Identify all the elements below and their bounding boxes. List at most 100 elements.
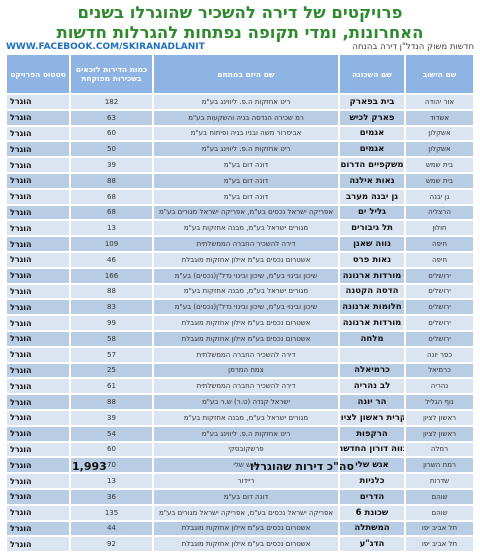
cell-city: בית שמש bbox=[405, 172, 474, 189]
cell-status: הוגרל bbox=[6, 267, 70, 284]
cell-status: הוגרל bbox=[6, 315, 70, 331]
cell-developer: פרשקובסקי bbox=[153, 441, 339, 458]
cell-city: חיפה bbox=[405, 251, 474, 268]
cell-status: הוגרל bbox=[6, 504, 70, 521]
table-row: אשדוד פארק לכיש רמ שכירה הנדסה בניה והשקעו… bbox=[6, 109, 474, 126]
cell-units: 99 bbox=[70, 315, 153, 331]
cell-developer: צמח המרמן bbox=[153, 362, 339, 379]
facebook-link[interactable]: WWW.FACEBOOK.COM/SKIRANADLANIT bbox=[6, 42, 205, 52]
cell-units: 83 bbox=[70, 299, 153, 316]
cell-status: הוגרל bbox=[6, 473, 70, 489]
cell-neighborhood: נאות אילנה bbox=[339, 172, 405, 189]
total-label: סה"כ דירות שהוגרלו bbox=[250, 460, 354, 473]
header-developer: שם היזם במתחם bbox=[153, 54, 339, 94]
cell-units: 57 bbox=[70, 346, 153, 363]
header-city: שם הישוב bbox=[405, 54, 474, 94]
header-neighborhood: שם השכונה bbox=[339, 54, 405, 94]
cell-neighborhood: המשתלה bbox=[339, 520, 405, 537]
table-row: גן יבנה גן יבנה מערב דונה דום בע"מ 68 הוגרל bbox=[6, 188, 474, 205]
table-row: שוהם שכונת 6 אפריקה ישראל נכסים בע"מ, אפרי… bbox=[6, 504, 474, 521]
cell-city: חיפה bbox=[405, 236, 474, 252]
page-title: פרויקטים של דירה להשכיר שהוגרלו בשנים bbox=[77, 3, 403, 22]
cell-city: ירושלים bbox=[405, 330, 474, 347]
table-row: ירושלים מורדות ארנונה אשטרום נכסים בע"מ אי… bbox=[6, 315, 474, 331]
cell-city: שדרות bbox=[405, 473, 474, 489]
cell-developer: דונה דום בע"מ bbox=[153, 188, 339, 205]
cell-units: 70 bbox=[70, 457, 153, 474]
cell-city: בית שמש bbox=[405, 157, 474, 173]
cell-status: הוגרל bbox=[6, 283, 70, 300]
table-row: אשקלון אגמים ריט אחזקות ה.פ. ליווינג בע"מ 5… bbox=[6, 141, 474, 158]
cell-status: הוגרל bbox=[6, 204, 70, 221]
cell-neighborhood: מורדות ארנונה bbox=[339, 267, 405, 284]
cell-status: הוגרל bbox=[6, 188, 70, 205]
cell-status: הוגרל bbox=[6, 94, 70, 110]
table-row: כרמיאל כרמיאלה צמח המרמן 25 הוגרל bbox=[6, 362, 474, 379]
cell-neighborhood: משקפיים הדרום bbox=[339, 157, 405, 173]
header-status: סטטוס הפרויקט bbox=[6, 54, 70, 94]
table-row: תל אביב יפו הדג"ע אשטרום נכסים בע"מ אילון … bbox=[6, 536, 474, 552]
cell-developer: דירה להשכיר החברה הממשלתית bbox=[153, 236, 339, 252]
cell-status: הוגרל bbox=[6, 441, 70, 458]
cell-status: הוגרל bbox=[6, 536, 70, 552]
cell-city: ירושלים bbox=[405, 283, 474, 300]
cell-neighborhood: הדרים bbox=[339, 488, 405, 505]
table-row: ראשון לציון קרית ראשון לציון מגורים ישראל … bbox=[6, 409, 474, 426]
cell-units: 109 bbox=[70, 236, 153, 252]
cell-developer: אשטרום נכסים בע"מ אילון אחזקות מוגבלת bbox=[153, 330, 339, 347]
cell-city: שוהם bbox=[405, 504, 474, 521]
cell-developer: אשטרום נכסים בע"מ אילון אחזקות מוגבלת bbox=[153, 536, 339, 552]
cell-units: 44 bbox=[70, 520, 153, 537]
cell-neighborhood bbox=[339, 346, 405, 363]
table-row: אשקלון אגמים אביסרור משה ובניו בניה ופיתוח… bbox=[6, 125, 474, 142]
table-row: נוף הגליל הר יונה ישראל קנדה (ט.ר) ש.ר בע"… bbox=[6, 394, 474, 410]
cell-city: ראשון לציון bbox=[405, 409, 474, 426]
cell-units: 13 bbox=[70, 220, 153, 237]
cell-developer: מגורים ישראל בע"מ, מבנה אחזקות בע"מ bbox=[153, 409, 339, 426]
cell-developer: אפריקה ישראל נכסים בע"מ, אפריקה ישראל מג… bbox=[153, 204, 339, 221]
table-row: חיפה נאות פרס אשטרום נכסים בע"מ אילון אחזק… bbox=[6, 251, 474, 268]
cell-neighborhood: הדסה הקטנה bbox=[339, 283, 405, 300]
credit-text: חדשות משוק הנדל"ן דירה בהנחה bbox=[352, 42, 474, 52]
cell-developer: אביסרור משה ובניו בניה ופיתוח בע"מ bbox=[153, 125, 339, 142]
table-row: אור יהודה בית בפארק ריט אחזקות ה.פ. ליווינ… bbox=[6, 94, 474, 110]
cell-city: רמת השרון bbox=[405, 457, 474, 474]
cell-city: כרמיאל bbox=[405, 362, 474, 379]
cell-neighborhood: גן יבנה מערב bbox=[339, 188, 405, 205]
cell-units: 39 bbox=[70, 409, 153, 426]
cell-developer: מגורים ישראל בע"מ, מבנה אחזקות בע"מ bbox=[153, 220, 339, 237]
cell-units: 58 bbox=[70, 330, 153, 347]
cell-status: הוגרל bbox=[6, 220, 70, 237]
table-row: חולון תל גיבורים מגורים ישראל בע"מ, מבנה א… bbox=[6, 220, 474, 237]
cell-city: אשדוד bbox=[405, 109, 474, 126]
cell-neighborhood: תל גיבורים bbox=[339, 220, 405, 237]
cell-neighborhood: נווה שאנן bbox=[339, 236, 405, 252]
cell-units: 60 bbox=[70, 441, 153, 458]
cell-developer: דירה להשכיר החברה הממשלתית bbox=[153, 346, 339, 363]
cell-units: 182 bbox=[70, 94, 153, 110]
cell-neighborhood: קרית ראשון לציון bbox=[339, 409, 405, 426]
cell-city: רמלה bbox=[405, 441, 474, 458]
cell-city: נוף הגליל bbox=[405, 394, 474, 410]
cell-developer: ריט אחזקות ה.פ. ליווינג בע"מ bbox=[153, 141, 339, 158]
cell-neighborhood: הר יונה bbox=[339, 394, 405, 410]
cell-city: ירושלים bbox=[405, 299, 474, 316]
cell-units: 61 bbox=[70, 378, 153, 395]
cell-neighborhood: נאות פרס bbox=[339, 251, 405, 268]
cell-city: נהריה bbox=[405, 378, 474, 395]
cell-status: הוגרל bbox=[6, 457, 70, 474]
cell-status: הוגרל bbox=[6, 378, 70, 395]
cell-developer: אשטרום נכסים בע"מ אילון אחזקות מוגבלת bbox=[153, 520, 339, 537]
table-header: שם הישוב שם השכונה שם היזם במתחם כמות הד… bbox=[6, 54, 474, 94]
table-row: ירושלים מורדות ארנונה שיכון ובינוי בע"מ, ש… bbox=[6, 267, 474, 284]
table-row: ירושלים מלחה אשטרום נכסים בע"מ אילון אחזקו… bbox=[6, 330, 474, 347]
table-row: בית שמש נאות אילנה דונה דום בע"מ 88 הוגרל bbox=[6, 172, 474, 189]
cell-city: הרצליה bbox=[405, 204, 474, 221]
cell-city: תל אביב יפו bbox=[405, 520, 474, 537]
cell-units: 68 bbox=[70, 188, 153, 205]
cell-city: תל אביב יפו bbox=[405, 536, 474, 552]
cell-city: ירושלים bbox=[405, 315, 474, 331]
cell-developer: מגורים ישראל בע"מ, מבנה אחזקות בע"מ bbox=[153, 283, 339, 300]
cell-developer: שיכון ובינוי בע"מ, שיכון ובינוי נדל"ן(נכ… bbox=[153, 299, 339, 316]
cell-neighborhood: הרקפות bbox=[339, 425, 405, 442]
